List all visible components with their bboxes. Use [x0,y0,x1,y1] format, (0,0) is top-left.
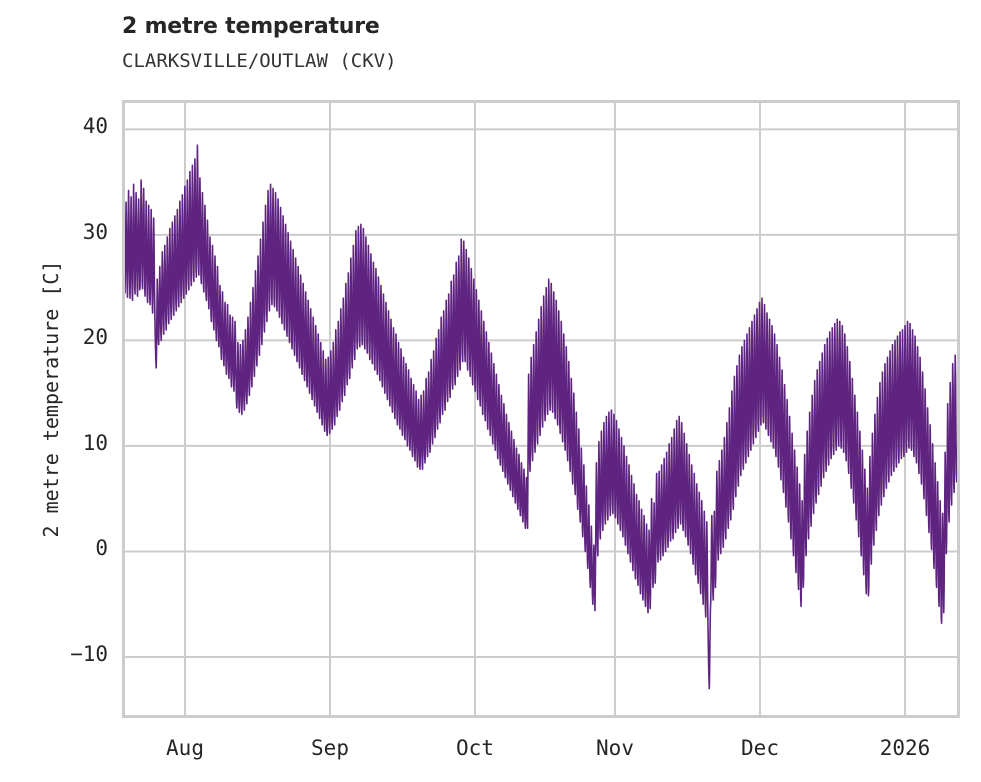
y-tick-label: 20 [82,325,108,350]
y-tick-label: 30 [82,219,108,244]
x-tick-label: Dec [741,736,779,760]
x-tick-label: Sep [311,736,349,760]
y-tick-label: 40 [82,114,108,139]
x-tick-label: Nov [596,736,634,760]
y-tick-label: −10 [70,641,108,666]
chart-subtitle: CLARKSVILLE/OUTLAW (CKV) [122,50,397,72]
y-tick-label: 0 [95,536,108,561]
plot-area [122,100,960,718]
y-tick-label: 10 [82,430,108,455]
series-line-2-metre-temperature [125,144,957,690]
x-tick-label: Oct [456,736,494,760]
x-tick-label: 2026 [879,736,931,760]
y-axis-ticks: 40 30 20 10 0 −10 [0,0,108,782]
x-tick-label: Aug [166,736,204,760]
page-title: 2 metre temperature [122,14,380,39]
temperature-series [125,103,957,715]
